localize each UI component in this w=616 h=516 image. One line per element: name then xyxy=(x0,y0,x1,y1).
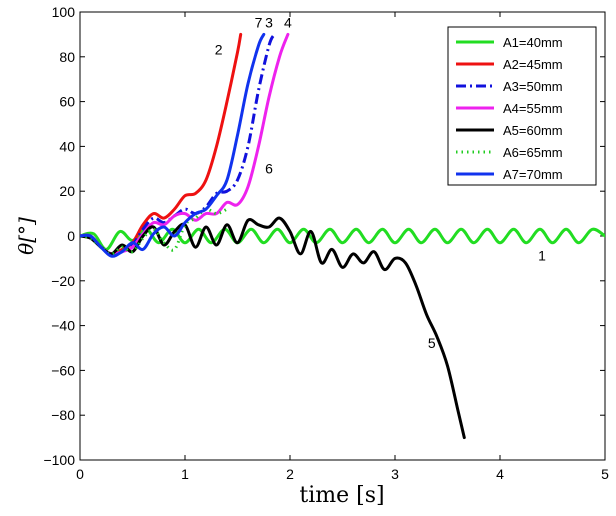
legend-entry-label: A3=50mm xyxy=(503,79,563,94)
series-line-3 xyxy=(80,33,276,256)
y-tick-label: −40 xyxy=(51,318,75,334)
legend-entry-label: A7=70mm xyxy=(503,167,563,182)
legend-entry-label: A1=40mm xyxy=(503,35,563,50)
x-tick-label: 0 xyxy=(76,466,84,482)
legend: A1=40mm A2=45mm A3=50mm A4=55mm A5=60mm A6=65… xyxy=(447,26,597,186)
x-tick-label: 5 xyxy=(601,466,609,482)
series-number-label: 2 xyxy=(215,42,223,58)
y-tick-label: 20 xyxy=(59,183,75,199)
x-tick-label: 2 xyxy=(286,466,294,482)
y-axis-label: θ[°] xyxy=(14,217,38,255)
y-tick-label: 100 xyxy=(52,4,76,20)
x-tick-label: 3 xyxy=(391,466,399,482)
x-tick-label: 1 xyxy=(181,466,189,482)
legend-entry-label: A5=60mm xyxy=(503,123,563,138)
y-tick-label: −80 xyxy=(51,407,75,423)
legend-entry-label: A4=55mm xyxy=(503,101,563,116)
legend-entry-label: A6=65mm xyxy=(503,145,563,160)
y-tick-label: 60 xyxy=(59,94,75,110)
x-tick-label: 4 xyxy=(496,466,504,482)
series-number-label: 6 xyxy=(265,160,273,176)
y-tick-label: −60 xyxy=(51,362,75,378)
series-line-5 xyxy=(80,216,466,440)
series-layer xyxy=(80,32,605,440)
series-number-label: 7 xyxy=(255,15,263,31)
series-number-label: 1 xyxy=(538,248,546,264)
series-number-label: 4 xyxy=(284,15,292,31)
y-tick-label: −100 xyxy=(43,452,75,468)
y-tick-label: 0 xyxy=(67,228,75,244)
annotations: 1 2 7 3 4 6 5 xyxy=(215,15,546,351)
series-number-label: 5 xyxy=(428,335,436,351)
series-line-7 xyxy=(80,32,266,258)
x-axis-label: time [s] xyxy=(299,483,384,508)
y-tick-label: −20 xyxy=(51,273,75,289)
series-number-label: 3 xyxy=(265,15,273,31)
legend-box xyxy=(447,26,597,186)
y-tick-label: 80 xyxy=(59,49,75,65)
y-tick-label: 40 xyxy=(59,138,75,154)
legend-entry-label: A2=45mm xyxy=(503,57,563,72)
